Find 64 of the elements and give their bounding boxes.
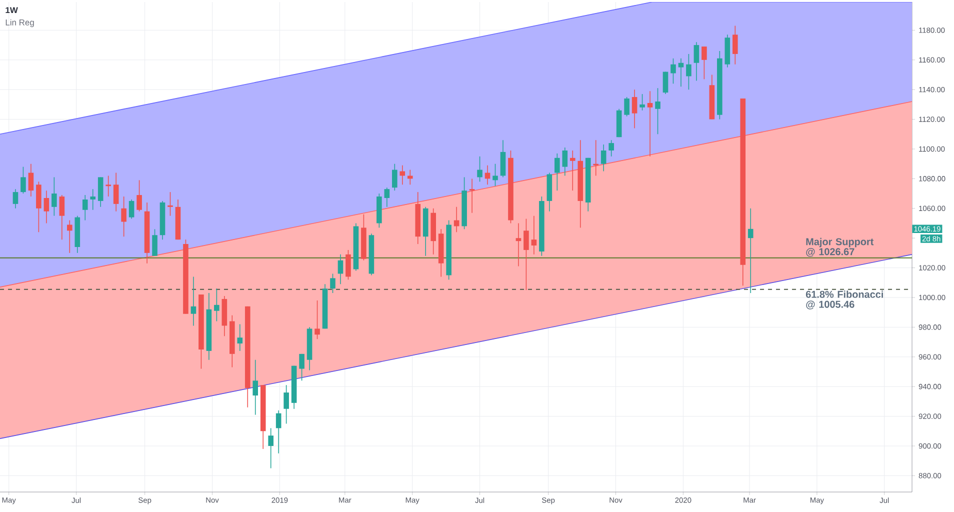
candlestick	[593, 140, 599, 176]
candlestick	[562, 147, 568, 176]
candlestick	[647, 90, 653, 157]
candlestick	[678, 58, 684, 88]
candlestick	[524, 218, 529, 290]
candlestick	[113, 172, 119, 212]
candlestick	[152, 228, 158, 256]
candlestick	[20, 166, 26, 194]
candlestick	[90, 188, 96, 210]
candlestick	[299, 354, 304, 382]
candlestick	[136, 180, 142, 212]
chart-title: 1W	[6, 7, 18, 14]
candlestick	[748, 208, 754, 294]
candlestick	[44, 190, 50, 224]
candlestick	[346, 250, 351, 280]
candlestick	[237, 324, 243, 352]
candlestick	[608, 140, 614, 157]
candlestick	[469, 178, 475, 214]
candlestick	[624, 96, 630, 117]
candlestick	[98, 176, 104, 208]
ref-line-label: 61.8% Fibonacci @ 1005.46	[806, 290, 883, 310]
candlestick	[384, 187, 390, 208]
candlestick	[531, 215, 537, 255]
candlestick	[655, 88, 660, 135]
candlestick	[190, 276, 196, 326]
candlestick	[492, 163, 498, 187]
candlestick	[128, 199, 134, 220]
candlestick	[66, 220, 72, 254]
candlestick	[276, 410, 282, 454]
candlestick	[338, 254, 344, 285]
candlestick	[500, 140, 506, 178]
candlestick	[168, 192, 173, 216]
candlestick	[121, 196, 126, 238]
ref-line-label: Major Support @ 1026.67	[806, 238, 874, 257]
candlestick	[252, 359, 258, 416]
candlestick	[314, 300, 320, 340]
candlestick	[400, 164, 406, 186]
candlestick	[59, 194, 65, 240]
candlestick	[516, 222, 522, 267]
candlestick	[600, 144, 606, 172]
candlestick	[732, 25, 738, 65]
candlestick	[214, 288, 220, 322]
candlestick	[554, 153, 560, 191]
candlestick	[670, 58, 676, 84]
candlestick	[52, 176, 57, 216]
candlestick	[662, 71, 668, 94]
candlestick	[284, 384, 289, 424]
candlestick	[28, 163, 34, 197]
candlestick	[477, 156, 482, 182]
candlestick	[640, 94, 645, 111]
candlestick	[82, 194, 88, 221]
candlestick	[702, 46, 707, 80]
candlestick	[268, 428, 274, 469]
candlestick	[694, 42, 700, 82]
candlestick	[570, 150, 576, 191]
candlestick	[330, 273, 336, 294]
candlestick	[407, 169, 413, 186]
text: Lin Reg	[6, 19, 34, 28]
candlestick	[12, 188, 18, 209]
candlestick	[36, 181, 42, 233]
candlestick	[632, 89, 638, 129]
candlestick	[392, 163, 398, 191]
candlestick	[106, 175, 111, 197]
candlestick	[686, 54, 692, 90]
